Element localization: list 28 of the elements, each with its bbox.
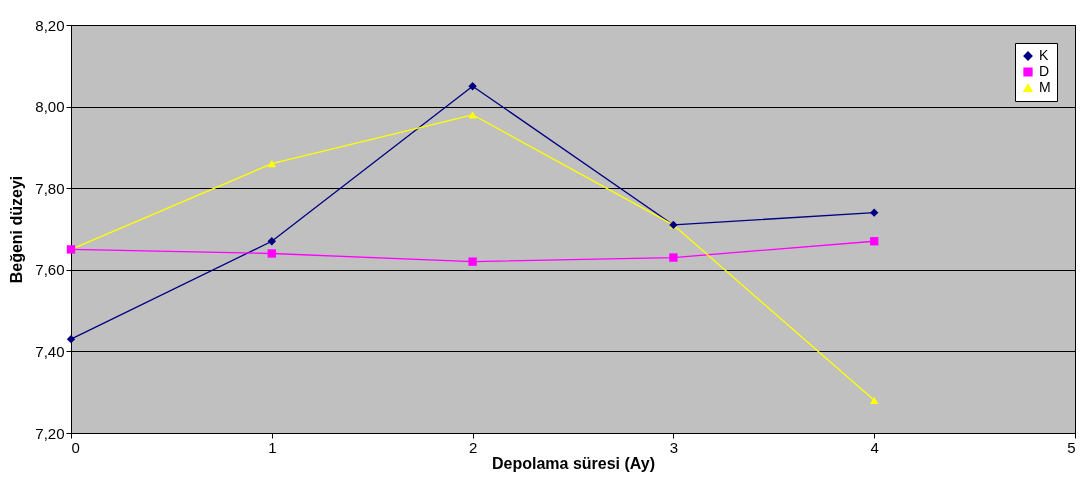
point xyxy=(267,160,276,168)
point xyxy=(870,396,879,404)
y-axis-title: Beğeni düzeyi xyxy=(8,175,26,284)
legend-label: M xyxy=(1039,79,1051,95)
x-tick-label: 5 xyxy=(1067,438,1076,456)
point xyxy=(870,237,879,246)
x-tick-label: 3 xyxy=(669,438,679,456)
point xyxy=(66,334,76,344)
point xyxy=(669,253,678,262)
legend-label: K xyxy=(1039,47,1049,63)
point xyxy=(468,111,477,119)
x-axis-title: Depolama süresi (Ay) xyxy=(491,454,656,472)
x-tick-label: 4 xyxy=(870,438,879,456)
legend-label: D xyxy=(1039,63,1050,79)
y-tick-label: 7,20 xyxy=(35,424,65,442)
x-tick-label: 1 xyxy=(268,438,277,456)
point xyxy=(870,208,879,217)
point xyxy=(468,257,477,266)
y-tick-label: 7,60 xyxy=(35,261,65,279)
y-tick-label: 8,20 xyxy=(35,16,65,34)
point xyxy=(468,82,477,91)
point xyxy=(267,237,276,246)
x-tick-label: 0 xyxy=(71,438,80,456)
point xyxy=(267,249,276,258)
y-tick-label: 7,80 xyxy=(35,179,65,197)
y-tick-label: 7,40 xyxy=(35,342,65,360)
x-tick-label: 2 xyxy=(468,438,478,456)
y-tick-label: 8,00 xyxy=(35,98,65,116)
